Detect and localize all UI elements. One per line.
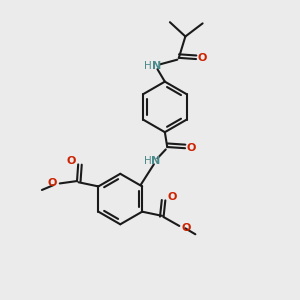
- Text: N: N: [151, 156, 160, 166]
- Text: O: O: [182, 223, 191, 233]
- Text: H: H: [144, 156, 152, 166]
- Text: O: O: [48, 178, 57, 188]
- Text: O: O: [198, 53, 207, 64]
- Text: O: O: [187, 142, 196, 153]
- Text: O: O: [66, 156, 76, 166]
- Text: O: O: [168, 192, 177, 202]
- Text: N: N: [152, 61, 161, 71]
- Text: H: H: [144, 61, 152, 71]
